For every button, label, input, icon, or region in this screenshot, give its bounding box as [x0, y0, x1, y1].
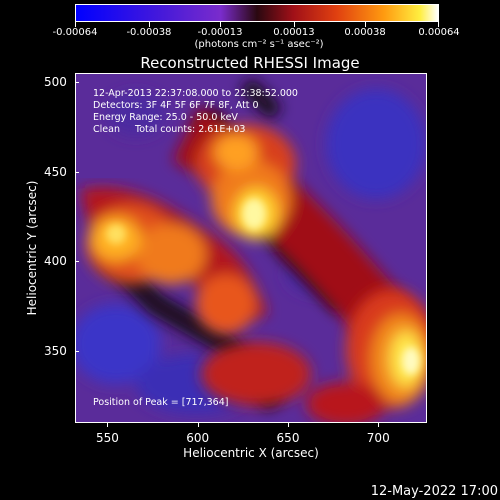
y-tick-label: 450 [44, 164, 67, 179]
colorbar [75, 4, 439, 22]
y-tick-label: 400 [44, 254, 67, 269]
x-tick [197, 423, 199, 427]
y-tick [75, 351, 79, 353]
x-axis-title: Heliocentric X (arcsec) [183, 446, 319, 460]
rhessi-image [75, 73, 427, 423]
annotation-time-range: 12-Apr-2013 22:37:08.000 to 22:38:52.000 [93, 88, 298, 99]
annotation-detectors: Detectors: 3F 4F 5F 6F 7F 8F, Att 0 [93, 100, 259, 111]
colorbar-tick [365, 22, 367, 27]
colorbar-tick-label: -0.00038 [126, 27, 172, 38]
y-tick-label: 350 [44, 344, 67, 359]
colorbar-tick-label: 0.00038 [344, 27, 386, 38]
plot-title: Reconstructed RHESSI Image [140, 54, 360, 72]
colorbar-tick-label: 0.00013 [273, 27, 315, 38]
x-tick-label: 550 [96, 431, 119, 445]
y-tick-label: 500 [44, 74, 67, 89]
x-tick-label: 600 [186, 431, 210, 445]
emission-ridge-left [79, 187, 269, 336]
y-tick [75, 261, 79, 263]
x-tick [107, 423, 109, 427]
colorbar-tick-label: 0.00064 [418, 27, 460, 38]
annotation-energy-range: Energy Range: 25.0 - 50.0 keV [93, 112, 238, 123]
colorbar-tick [293, 22, 295, 27]
footer-date: 12-May-2022 17:00 [370, 484, 498, 499]
x-tick [378, 423, 380, 427]
colorbar-units: (photons cm⁻² s⁻¹ asec⁻²) [194, 39, 324, 50]
colorbar-tick [438, 22, 439, 27]
colorbar-tick-label: -0.00064 [52, 27, 98, 38]
annotation-clean-counts: Clean Total counts: 2.61E+03 [93, 124, 246, 135]
colorbar-tick [220, 22, 222, 27]
x-tick-label: 700 [366, 431, 390, 445]
y-tick [75, 81, 79, 83]
bright-kernels [106, 198, 420, 375]
emission-ridge-right [201, 289, 426, 422]
colorbar-tick [148, 22, 150, 27]
colorbar-tick [75, 22, 76, 27]
x-tick-label: 650 [276, 431, 300, 445]
y-axis-title: Heliocentric Y (arcsec) [25, 180, 39, 316]
image-map [76, 74, 426, 422]
colorbar-tick-label: -0.00013 [197, 27, 243, 38]
annotation-peak-position: Position of Peak = [717,364] [93, 397, 229, 408]
x-tick [288, 423, 289, 427]
y-tick [75, 171, 79, 173]
